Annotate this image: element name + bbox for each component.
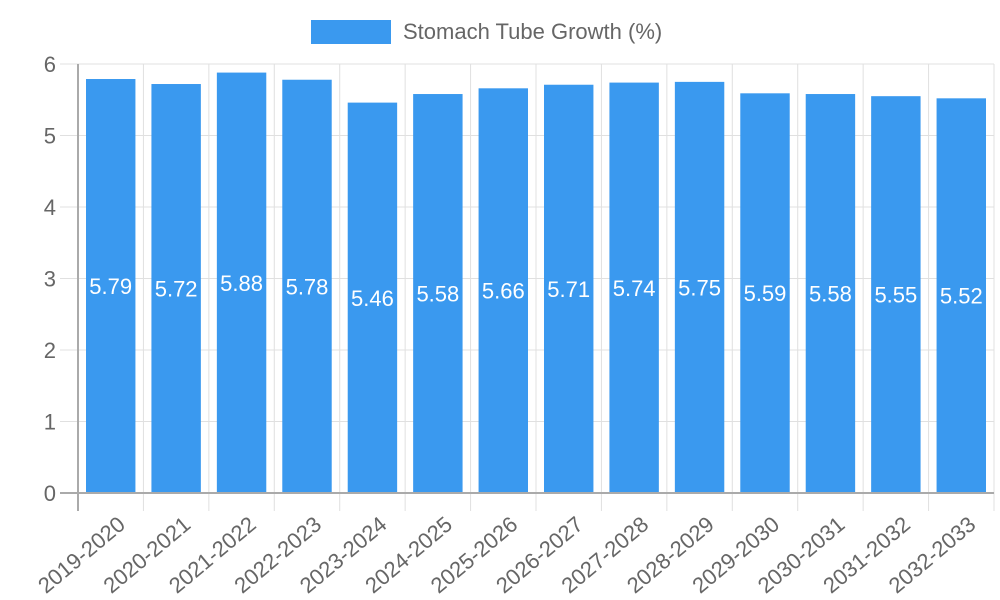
bar-value-label: 5.55 — [874, 283, 917, 308]
bar-value-label: 5.72 — [155, 277, 198, 302]
bar[interactable] — [282, 79, 332, 493]
chart-legend[interactable]: Stomach Tube Growth (%) — [311, 19, 662, 45]
bar[interactable] — [216, 72, 267, 493]
bar-value-label: 5.78 — [286, 274, 329, 299]
bar[interactable] — [347, 102, 398, 494]
bar-value-label: 5.66 — [482, 279, 525, 304]
bar[interactable] — [86, 79, 136, 493]
legend-label: Stomach Tube Growth (%) — [403, 19, 663, 44]
bar[interactable] — [805, 94, 856, 493]
bar[interactable] — [740, 93, 790, 493]
data-labels: 5.79 5.72 5.88 5.78 5.46 5.58 5.66 5.71 5.74 5.75… — [89, 271, 982, 311]
y-tick-label: 5 — [44, 124, 56, 149]
bars — [86, 72, 986, 494]
bar-value-label: 5.59 — [744, 281, 787, 306]
y-tick-label: 6 — [44, 52, 56, 77]
y-tick-label: 3 — [44, 267, 56, 292]
y-tick-label: 4 — [44, 195, 56, 220]
bar[interactable] — [478, 88, 528, 493]
bar-value-label: 5.46 — [351, 286, 394, 311]
bar[interactable] — [936, 98, 986, 493]
bar[interactable] — [413, 94, 463, 493]
legend-swatch — [311, 20, 391, 44]
bar-value-label: 5.58 — [809, 282, 852, 307]
bar-value-label: 5.52 — [940, 284, 983, 309]
bar-value-label: 5.74 — [613, 276, 656, 301]
y-tick-label: 0 — [44, 481, 56, 506]
bar-value-label: 5.79 — [89, 274, 132, 299]
bar[interactable] — [871, 96, 921, 494]
bar[interactable] — [609, 82, 659, 493]
y-tick-label: 2 — [44, 338, 56, 363]
bar[interactable] — [544, 84, 594, 494]
bar-value-label: 5.88 — [220, 271, 263, 296]
bar[interactable] — [151, 84, 201, 494]
bar-value-label: 5.71 — [547, 277, 590, 302]
bar[interactable] — [674, 81, 725, 493]
bar-value-label: 5.58 — [416, 282, 459, 307]
y-tick-label: 1 — [44, 410, 56, 435]
bar-value-label: 5.75 — [678, 275, 721, 300]
